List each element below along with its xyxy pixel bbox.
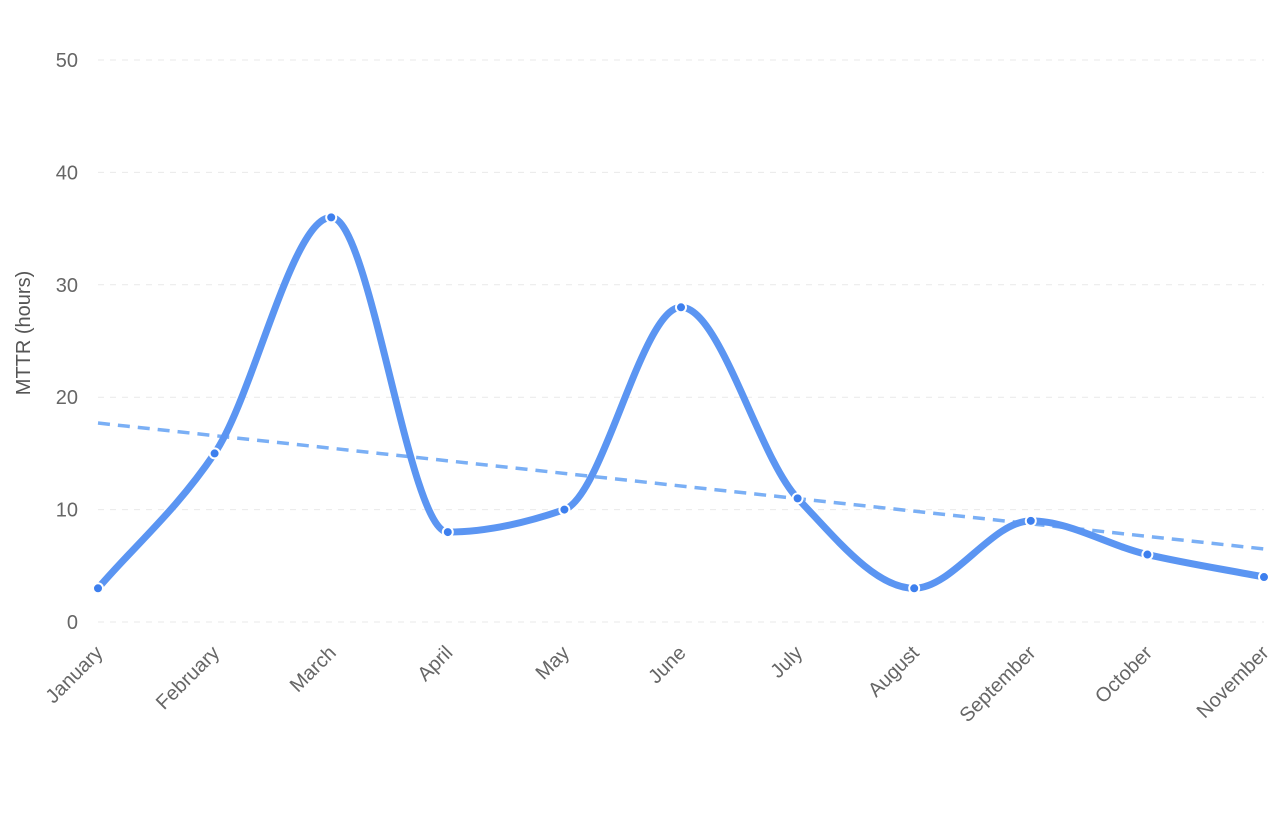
data-point: [92, 582, 104, 595]
x-tick-label: July: [766, 642, 807, 683]
y-axis-title: MTTR (hours): [13, 271, 35, 395]
x-tick-label: October: [1091, 642, 1157, 708]
x-tick-label: January: [42, 642, 108, 708]
data-point: [208, 447, 221, 460]
data-point: [675, 301, 687, 314]
x-tick-label: March: [286, 642, 341, 697]
data-point: [908, 582, 921, 595]
data-point: [1141, 548, 1154, 561]
x-axis-ticks: January February March April May June July Augu…: [42, 642, 1274, 727]
data-point: [558, 503, 571, 516]
series-line: [94, 213, 1268, 592]
x-tick-label: June: [644, 642, 690, 688]
x-tick-label: November: [1193, 642, 1274, 723]
y-axis-ticks: 0 10 20 30 40 50: [56, 50, 78, 634]
y-tick-label: 10: [56, 500, 78, 522]
y-tick-label: 50: [56, 50, 78, 72]
trend-line: [97, 421, 1265, 551]
x-tick-label: September: [956, 642, 1041, 727]
data-point: [441, 526, 454, 539]
x-tick-label: April: [413, 642, 457, 686]
x-tick-label: August: [864, 642, 924, 702]
data-point: [1258, 571, 1270, 584]
y-tick-label: 40: [56, 162, 78, 184]
gridlines: [98, 59, 1264, 623]
data-point: [791, 492, 804, 505]
data-point: [325, 211, 338, 224]
x-tick-label: May: [532, 642, 574, 684]
y-tick-label: 0: [67, 612, 78, 634]
y-tick-label: 20: [56, 387, 78, 409]
data-point: [1024, 514, 1037, 527]
x-tick-label: February: [152, 642, 224, 714]
data-points: [92, 211, 1270, 595]
y-tick-label: 30: [56, 275, 78, 297]
